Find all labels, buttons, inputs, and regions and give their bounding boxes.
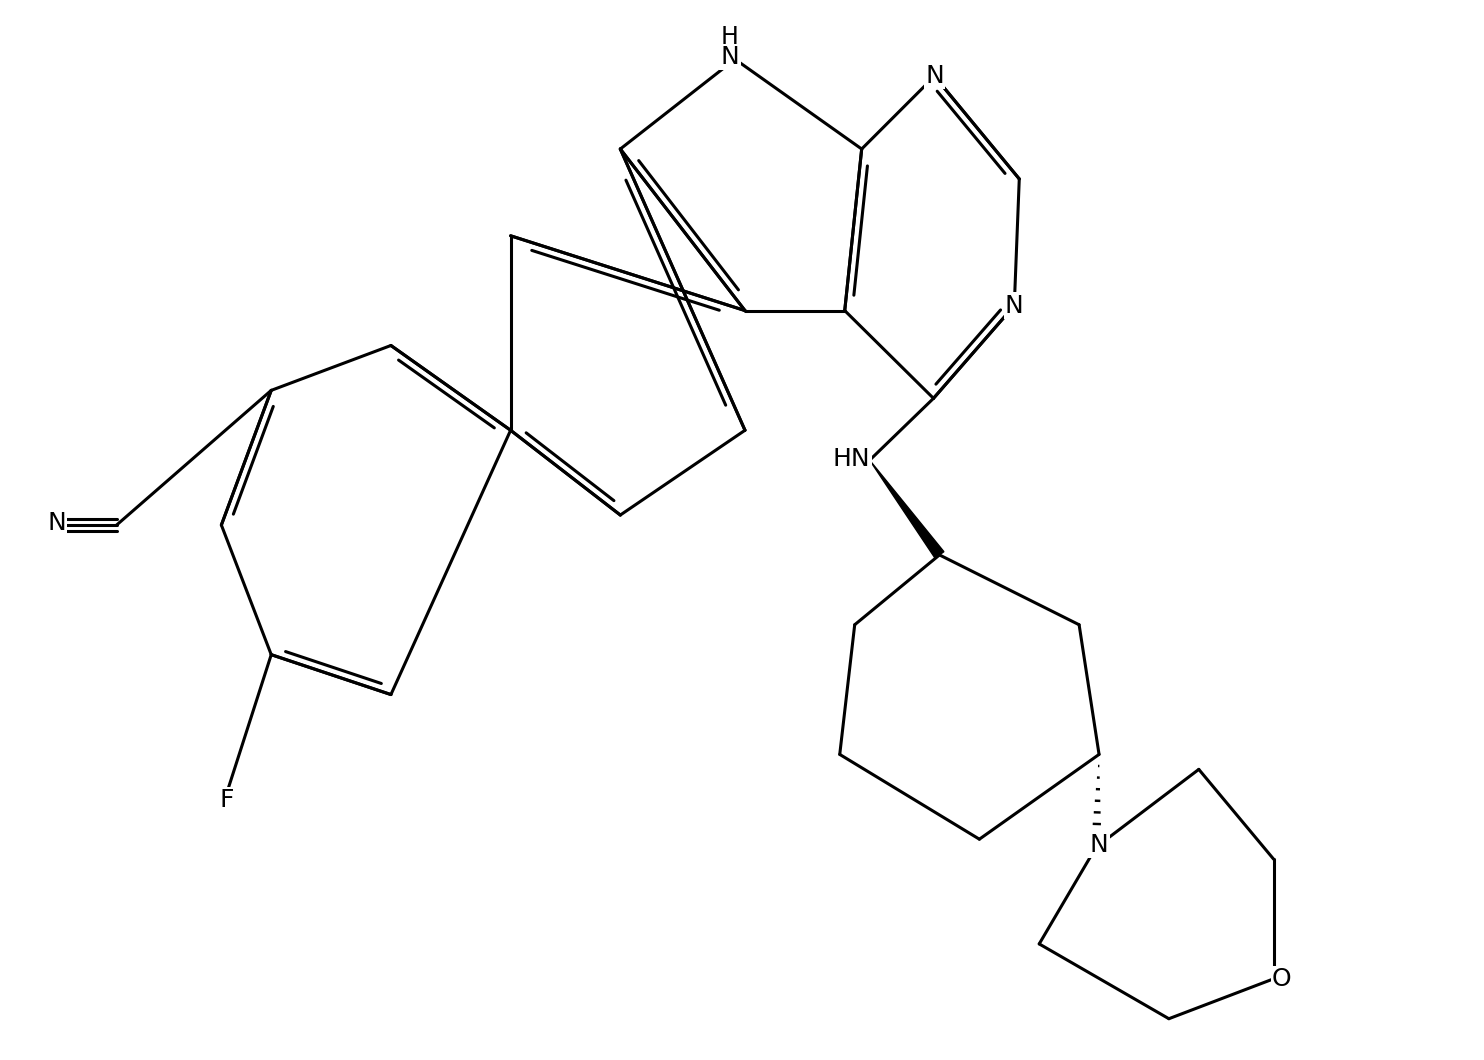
Text: N: N xyxy=(47,511,67,535)
Text: N: N xyxy=(1005,294,1024,318)
Text: F: F xyxy=(220,789,233,812)
Polygon shape xyxy=(870,460,944,559)
Text: O: O xyxy=(1272,967,1291,991)
Text: N: N xyxy=(925,65,944,88)
Text: H: H xyxy=(721,25,739,50)
Text: N: N xyxy=(721,46,739,69)
Text: N: N xyxy=(1089,833,1109,858)
Text: HN: HN xyxy=(833,447,871,472)
